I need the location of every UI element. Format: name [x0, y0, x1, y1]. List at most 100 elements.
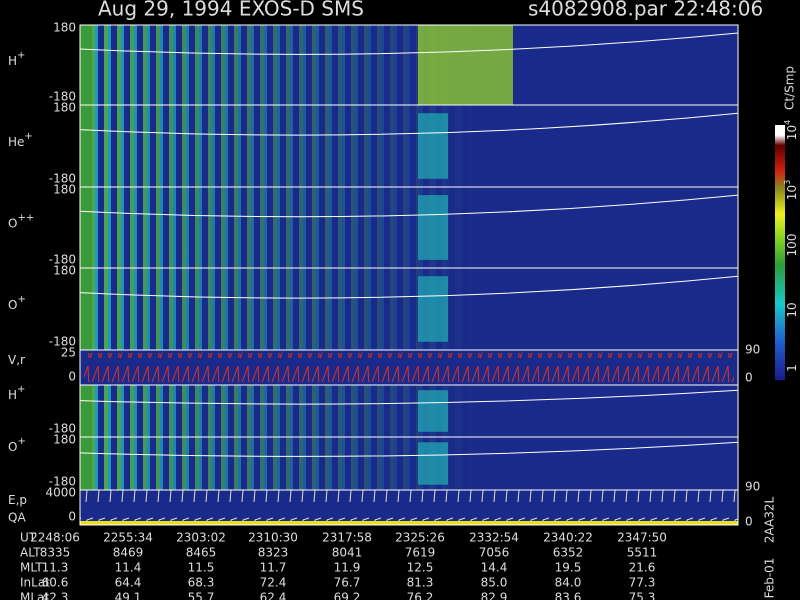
row-value: 85.0	[481, 576, 508, 590]
panel-stripes	[80, 25, 480, 105]
row-value: 42.3	[42, 591, 69, 600]
tick-sup: 3	[783, 180, 792, 185]
panel-label: E,p	[8, 493, 27, 507]
panel-label: H+	[8, 384, 25, 402]
label-text: E,p	[8, 493, 27, 507]
panel-block	[80, 187, 92, 268]
panel-block	[418, 25, 513, 105]
label-sup: +	[17, 50, 25, 61]
row-value: 8323	[258, 546, 289, 560]
panel-block	[80, 385, 92, 437]
row-value: 11.5	[188, 561, 215, 575]
label-text: V,r	[8, 353, 25, 367]
row-value: 83.6	[555, 591, 582, 600]
tick-base: 10	[785, 185, 799, 200]
row-label: MLT	[20, 561, 43, 575]
trace	[79, 275, 739, 299]
row-value: 7619	[405, 546, 436, 560]
panel-pattern	[80, 490, 738, 521]
row-value: 60.6	[42, 576, 69, 590]
row-value: 21.6	[629, 561, 656, 575]
colorbar-tick: 100	[785, 234, 799, 257]
row-value: 8041	[332, 546, 363, 560]
label-text: H	[8, 54, 17, 68]
panel-block	[80, 437, 92, 490]
row-value: 2347:50	[617, 531, 667, 545]
tick-base: 10	[785, 302, 799, 317]
row-value: 82.9	[481, 591, 508, 600]
panel-block	[418, 113, 448, 179]
row-value: 55.7	[188, 591, 215, 600]
y-tick-label: -180	[49, 90, 76, 104]
y-tick-label: 180	[53, 101, 76, 115]
qa-bar	[80, 521, 738, 525]
file-info: s4082908.par 22:48:06	[528, 0, 763, 21]
y-tick-label: 180	[53, 264, 76, 278]
y-tick-label: 180	[53, 433, 76, 447]
row-value: 11.9	[334, 561, 361, 575]
y2-tick-label: 0	[745, 371, 753, 385]
y-tick-label: 25	[61, 346, 76, 360]
label-text: O	[8, 297, 17, 311]
panel-frame	[79, 489, 739, 526]
panel-stripes	[80, 385, 480, 437]
row-label: UT	[20, 531, 37, 545]
row-value: 2332:54	[469, 531, 519, 545]
row-value: 64.4	[115, 576, 142, 590]
y-tick-label: -180	[49, 172, 76, 186]
row-value: 62.4	[260, 591, 287, 600]
y-tick-label: -180	[49, 253, 76, 267]
row-value: 75.3	[629, 591, 656, 600]
row-value: 72.4	[260, 576, 287, 590]
label-text: He	[8, 134, 24, 148]
row-value: 81.3	[407, 576, 434, 590]
y2-tick-label: 0	[745, 515, 753, 529]
panel-block	[80, 25, 92, 105]
row-label: ALT	[20, 546, 41, 560]
row-value: 2340:22	[543, 531, 593, 545]
y2-tick-label: 90	[745, 480, 760, 494]
row-value: 84.0	[555, 576, 582, 590]
row-value: 11.4	[115, 561, 142, 575]
panel-label: O++	[8, 212, 34, 230]
row-value: 5511	[627, 546, 658, 560]
row-value: 11.7	[260, 561, 287, 575]
panel-block	[418, 276, 448, 342]
y-tick-label: -180	[49, 422, 76, 436]
row-value: 2255:34	[103, 531, 153, 545]
colorbar-tick: 10	[785, 302, 799, 317]
y-tick-label: 180	[53, 21, 76, 35]
colorbar-tick: 104	[783, 120, 799, 140]
panel-block	[80, 105, 92, 187]
label-text: H	[8, 388, 17, 402]
y2-tick-label: 90	[745, 343, 760, 357]
row-value: 8465	[186, 546, 217, 560]
y-tick-label: 180	[53, 183, 76, 197]
panel-block	[418, 442, 448, 485]
panel-stripes	[80, 187, 480, 268]
y-tick-label: -180	[49, 335, 76, 349]
content: H+180-180He+180-180O++180-180O+180-180V,…	[8, 21, 799, 600]
label-sup: +	[17, 384, 25, 395]
y-tick-label: -180	[49, 475, 76, 489]
label-sup: ++	[17, 212, 34, 223]
row-value: 8469	[113, 546, 144, 560]
row-value: 14.4	[481, 561, 508, 575]
row-value: 2248:06	[30, 531, 80, 545]
row-value: 7056	[479, 546, 510, 560]
panel-label: H+	[8, 50, 25, 68]
row-value: 2310:30	[248, 531, 298, 545]
label-sup: +	[24, 131, 32, 142]
tick-base: 10	[785, 125, 799, 140]
label-sup: +	[17, 294, 25, 305]
panel-stripes	[80, 268, 480, 350]
trace	[79, 194, 739, 218]
panel-label: O+	[8, 294, 26, 312]
panel-block	[418, 390, 448, 432]
panel-label: He+	[8, 131, 33, 149]
panel-label: V,r	[8, 353, 25, 367]
y-tick-label: 0	[68, 370, 76, 384]
row-value: 11.3	[42, 561, 69, 575]
